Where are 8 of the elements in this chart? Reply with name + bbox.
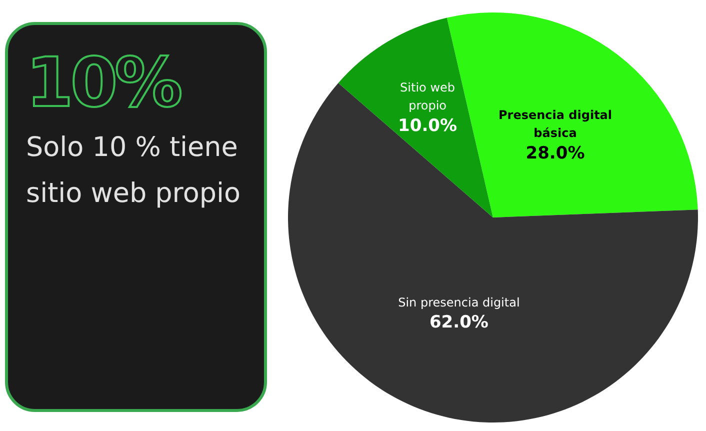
slice-label: Sin presencia digital bbox=[398, 295, 520, 310]
slice-label: Presencia digital básica bbox=[498, 108, 612, 140]
data-label: 10.0% bbox=[398, 116, 458, 136]
data-label: 28.0% bbox=[526, 143, 585, 164]
text: 10% bbox=[26, 44, 182, 123]
data-label: 62.0% bbox=[429, 312, 488, 333]
slice-label: Sitio web propio bbox=[400, 80, 456, 113]
text: Solo 10 % tiene sitio web propio bbox=[26, 131, 242, 211]
